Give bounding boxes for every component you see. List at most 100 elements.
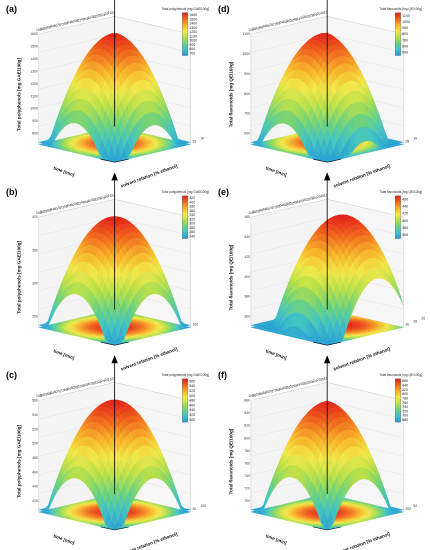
colorbar-tick-label: 740	[402, 405, 408, 409]
colorbar-title: Total polyphenols [mg GAE/100g]	[162, 373, 209, 377]
y-tick-label: 20	[104, 195, 108, 199]
y-axis-label: solvent relation [% ethanol]	[120, 531, 179, 550]
y-tick-label: 76	[57, 23, 61, 27]
y-tick-label: 48	[81, 18, 85, 22]
y-tick-label: 12	[324, 193, 328, 197]
y-tick-label: 52	[290, 385, 294, 389]
y-tick-label: 12	[324, 377, 328, 381]
y-tick-label: 68	[276, 22, 280, 26]
colorbar-tick-label: 860	[402, 379, 408, 383]
y-tick-label: 92	[44, 209, 48, 213]
x-tick-label: 30	[201, 136, 205, 140]
colorbar-tick-label: 420	[189, 413, 195, 417]
z-tick-label: 1300	[30, 69, 38, 73]
colorbar: Total flavonoids [mg QE/100g] 86084082080…	[379, 373, 422, 423]
colorbar-tick-label: 840	[402, 383, 408, 387]
y-tick-label: 20	[317, 378, 321, 382]
colorbar-tick-label: 500	[402, 51, 408, 55]
z-axis-label: Total polyphenols [mg GAE/100g]	[16, 241, 21, 315]
y-tick-label: 56	[74, 385, 78, 389]
y-tick-label: 100	[36, 28, 42, 32]
y-tick-label: 44	[84, 383, 88, 387]
z-tick-label: 460	[244, 215, 250, 219]
colorbar-title: Total polyphenols [mg GAE/100g]	[162, 190, 209, 194]
z-tick-label: 800	[32, 132, 38, 136]
colorbar-tick-label: 300	[189, 222, 195, 226]
y-tick-label: 88	[259, 392, 263, 396]
y-tick-label: 88	[47, 25, 51, 29]
z-tick-label: 700	[244, 499, 250, 503]
y-tick-label: 44	[84, 200, 88, 204]
colorbar-tick-label: 900	[189, 43, 195, 47]
colorbar-tick-label: 400	[402, 219, 408, 223]
y-tick-label: 60	[283, 203, 287, 207]
response-surface	[250, 400, 404, 528]
x-axis-label: time [min]	[265, 165, 288, 177]
z-axis	[323, 355, 331, 494]
panel-label: (a)	[6, 4, 17, 14]
y-tick-label: 80	[266, 24, 270, 28]
x-axis-label: time [min]	[265, 533, 288, 545]
colorbar-tick-label: 480	[189, 399, 195, 403]
z-tick-label: 740	[244, 474, 250, 478]
y-tick-label: 36	[303, 198, 307, 202]
y-tick-label: 32	[94, 14, 98, 18]
y-tick-label: 48	[81, 384, 85, 388]
x-tick-label: 28	[193, 139, 197, 143]
y-tick-label: 64	[67, 204, 71, 208]
z-tick-label: 480	[32, 456, 38, 460]
colorbar-tick-label: 460	[402, 197, 408, 201]
y-tick-label: 24	[101, 379, 105, 383]
y-tick-label: 64	[280, 21, 284, 25]
colorbar-tick-label: 800	[402, 392, 408, 396]
z-tick-label: 1000	[30, 107, 38, 111]
z-tick-label: 1100	[243, 32, 250, 36]
y-tick-label: 60	[283, 20, 287, 24]
y-tick-label: 72	[61, 205, 65, 209]
colorbar-tick-label: 1200	[189, 30, 197, 34]
z-axis	[111, 172, 118, 310]
z-tick-label: 400	[244, 275, 250, 279]
panel-label: (c)	[6, 370, 17, 380]
colorbar-tick-label: 1300	[189, 26, 197, 30]
y-tick-label: 24	[101, 13, 105, 17]
y-tick-label: 48	[81, 201, 85, 205]
colorbar-tick-label: 700	[402, 38, 408, 42]
z-tick-label: 1400	[30, 57, 38, 61]
colorbar-tick-label: 260	[189, 230, 195, 234]
y-tick-label: 80	[54, 390, 58, 394]
z-tick-label: 900	[32, 119, 38, 123]
y-tick-label: 32	[307, 197, 311, 201]
y-tick-label: 40	[87, 16, 91, 20]
colorbar-tick-label: 1100	[402, 14, 410, 18]
y-tick-label: 16	[320, 377, 324, 381]
colorbar: Total flavonoids [mg QE/100g] 460 440 420 40…	[379, 190, 422, 239]
y-tick-label: 100	[248, 211, 254, 215]
colorbar-tick-label: 440	[402, 205, 408, 209]
y-tick-label: 52	[290, 18, 294, 22]
y-tick-label: 100	[36, 394, 42, 398]
y-tick-label: 36	[91, 198, 95, 202]
y-tick-label: 100	[36, 211, 42, 215]
y-tick-label: 72	[273, 389, 277, 393]
z-tick-label: 380	[244, 295, 250, 299]
y-tick-label: 72	[61, 22, 65, 26]
y-tick-label: 28	[310, 380, 314, 384]
y-tick-label: 80	[54, 207, 58, 211]
z-tick-label: 350	[32, 248, 38, 252]
y-tick-label: 12	[111, 377, 115, 381]
y-tick-label: 48	[293, 18, 297, 22]
y-tick-label: 20	[104, 378, 108, 382]
y-tick-label: 48	[293, 201, 297, 205]
colorbar-tick-label: 380	[189, 205, 195, 209]
y-tick-label: 28	[98, 197, 102, 201]
z-axis-label: Total polyphenols [mg GAE/100g]	[16, 425, 21, 499]
y-tick-label: 12	[324, 10, 328, 14]
z-tick-label: 760	[244, 461, 250, 465]
y-tick-label: 20	[317, 12, 321, 16]
z-tick-label: 420	[32, 499, 38, 503]
y-axis-label: solvent relation [% ethanol]	[333, 346, 392, 371]
y-tick-label: 100	[248, 394, 254, 398]
colorbar-title: Total polyphenols [mg GAE/100g]	[162, 7, 209, 11]
